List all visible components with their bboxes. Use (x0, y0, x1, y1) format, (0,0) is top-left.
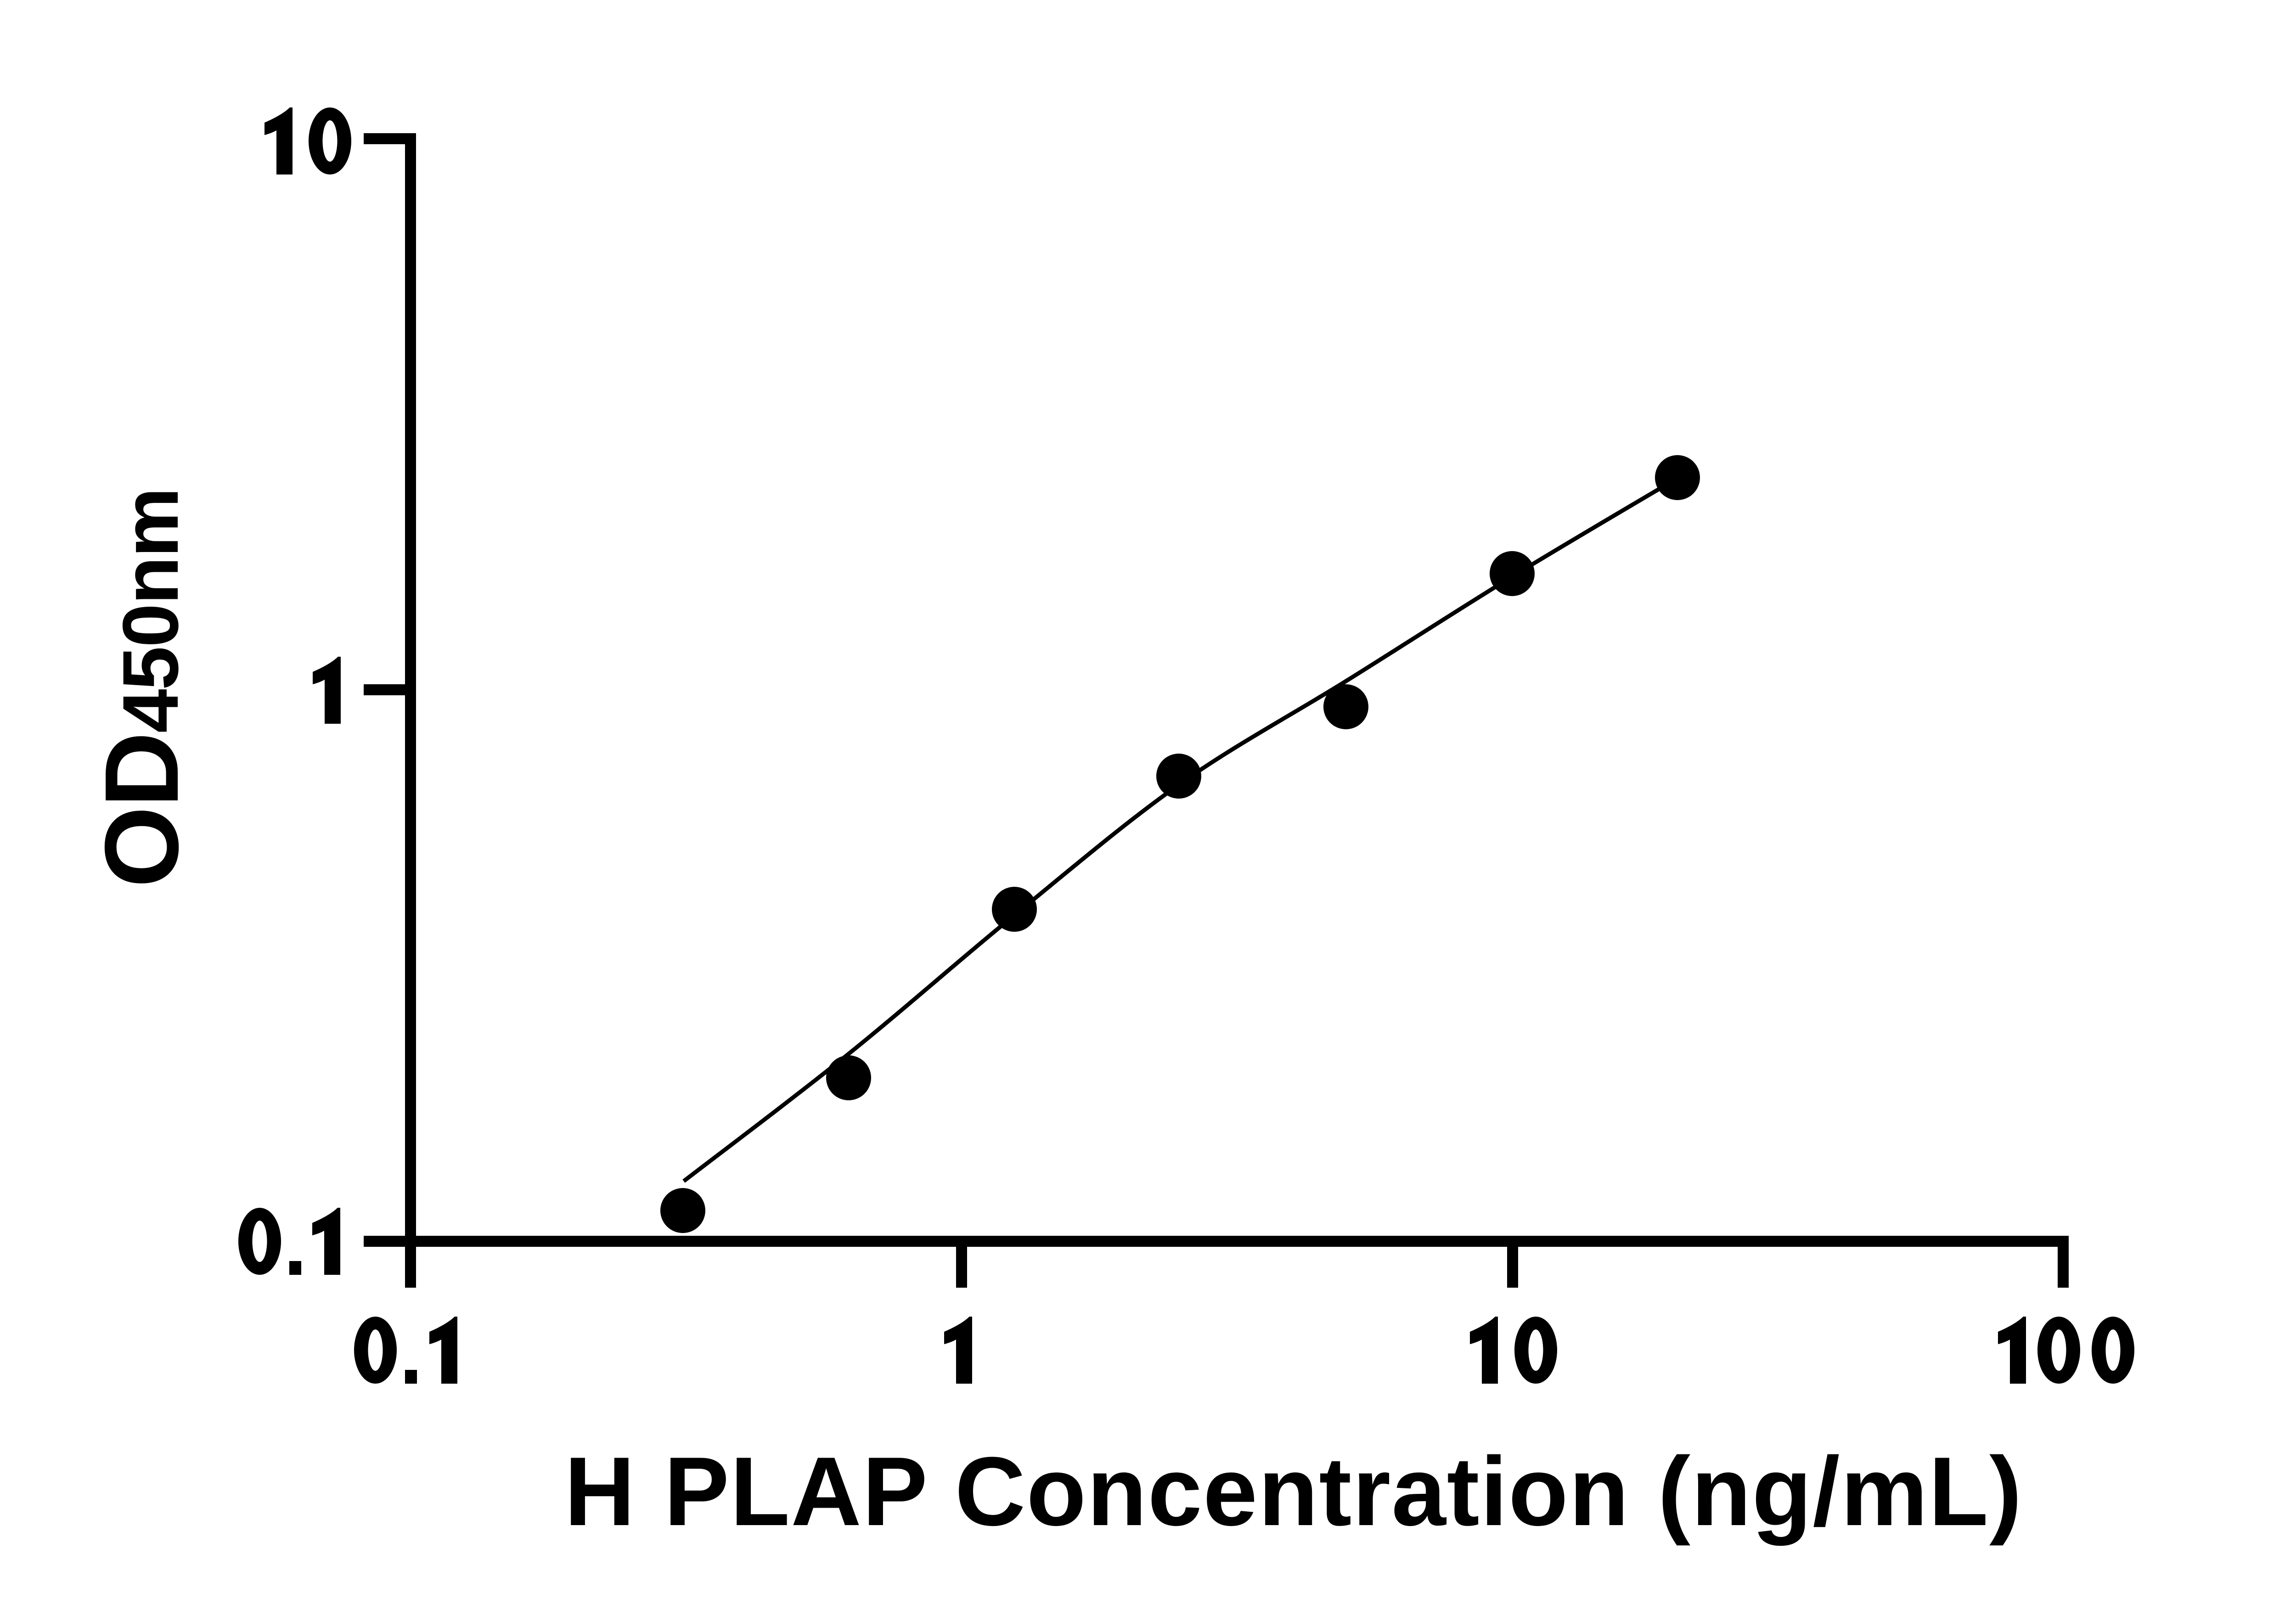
svg-text:H PLAP Concentration (ng/mL): H PLAP Concentration (ng/mL) (564, 1437, 2023, 1546)
svg-text:OD450nm: OD450nm (84, 489, 200, 888)
